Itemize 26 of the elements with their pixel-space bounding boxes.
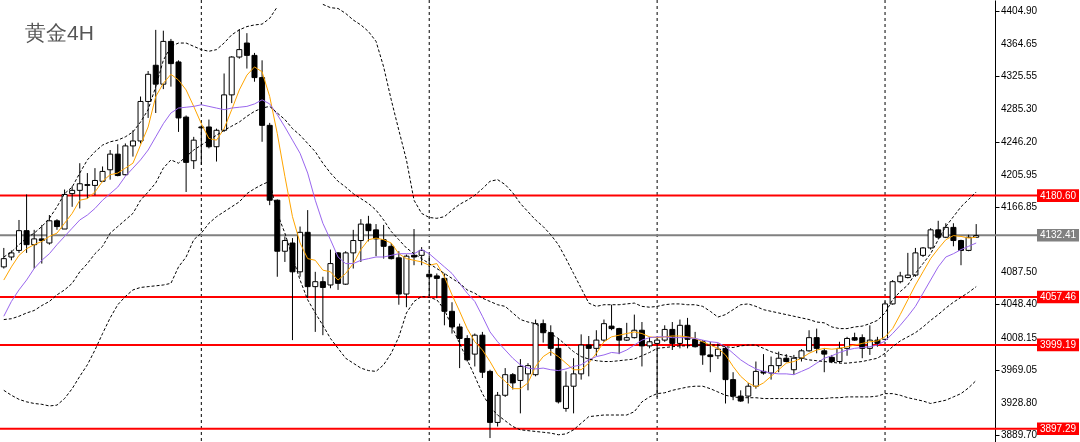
- y-tick-label: 3969.05: [1001, 363, 1038, 375]
- y-tick-label: 4205.95: [1001, 168, 1038, 180]
- candlestick: [69, 185, 76, 208]
- candlestick: [426, 254, 433, 297]
- y-tick-label: 4087.50: [1001, 266, 1038, 278]
- ref-line-label: 3897.29: [1039, 422, 1077, 434]
- y-tick-label: 4166.85: [1001, 200, 1038, 212]
- y-tick-label: 4364.65: [1001, 38, 1038, 50]
- ref-line-label: 4180.60: [1039, 189, 1077, 201]
- ref-line-label: 4057.46: [1039, 290, 1077, 302]
- ref-line-label: 4132.41: [1039, 229, 1077, 241]
- y-tick-label: 4325.55: [1001, 70, 1038, 82]
- candlestick: [418, 246, 425, 266]
- candlestick: [198, 124, 205, 166]
- y-tick-label: 4246.20: [1001, 135, 1038, 147]
- candlestick: [107, 149, 114, 181]
- y-tick-label: 4048.40: [1001, 298, 1038, 310]
- y-tick-label: 4285.30: [1001, 103, 1038, 115]
- candlestick: [813, 328, 820, 354]
- candlestick: [190, 136, 197, 170]
- text: 黄金4H: [25, 20, 94, 44]
- ref-line-label: 3999.19: [1039, 338, 1077, 350]
- y-tick-label: 4008.15: [1001, 331, 1038, 343]
- y-tick-label: 3889.70: [1001, 429, 1038, 441]
- y-tick-label: 4404.90: [1001, 5, 1038, 17]
- y-tick-label: 3928.80: [1001, 396, 1038, 408]
